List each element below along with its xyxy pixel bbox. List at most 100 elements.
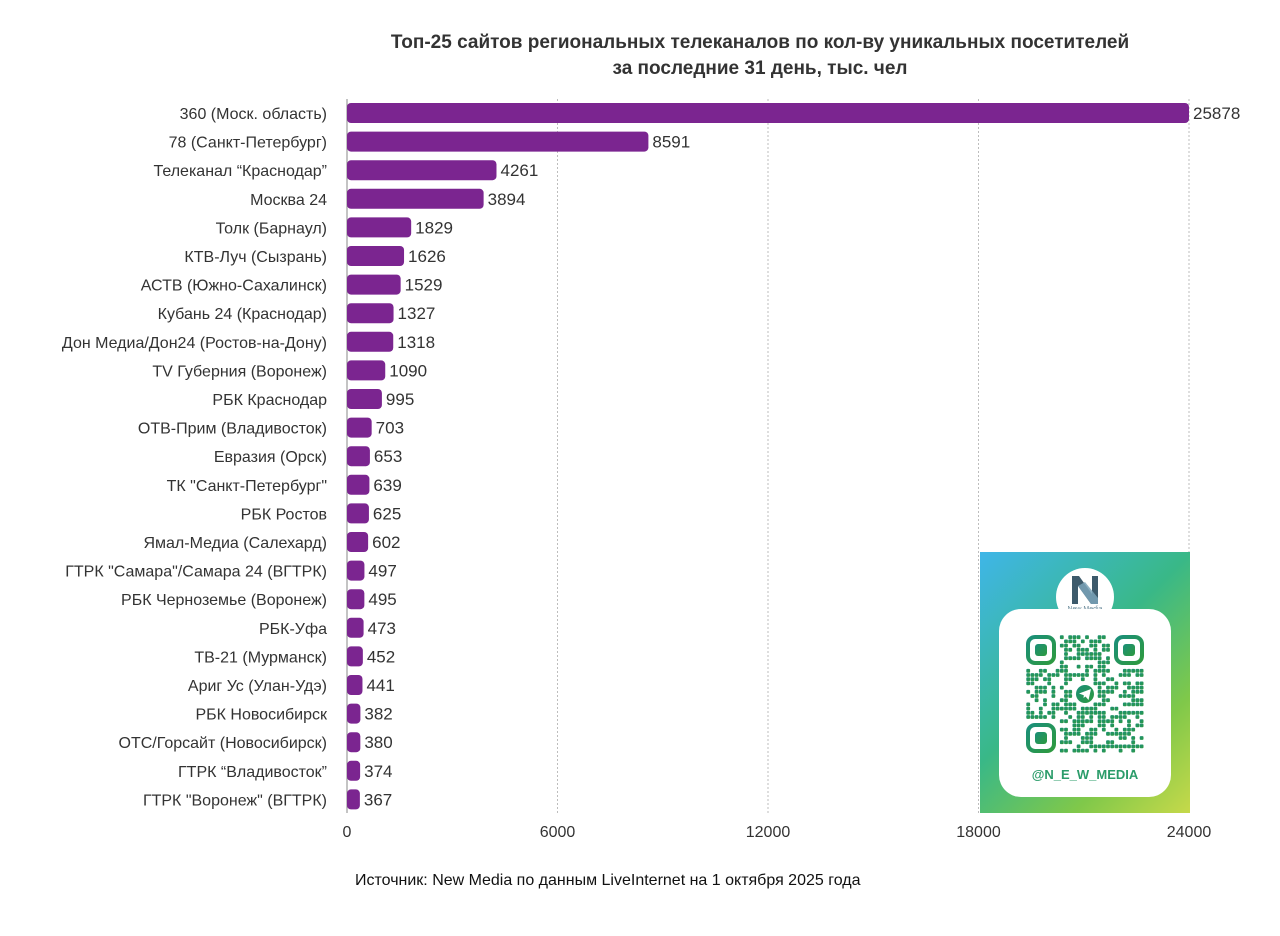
qr-module: [1064, 689, 1068, 694]
qr-module: [1101, 673, 1106, 677]
qr-module: [1114, 681, 1119, 686]
qr-module: [1030, 694, 1035, 698]
value-label: 4261: [500, 161, 538, 180]
qr-module: [1139, 710, 1144, 715]
qr-module: [1059, 706, 1064, 711]
value-label: 367: [364, 790, 392, 809]
qr-module: [1085, 710, 1089, 715]
category-labels: 360 (Моск. область) 78 (Санкт-Петербург) Т…: [62, 106, 328, 809]
qr-module: [1068, 715, 1073, 719]
bar: [347, 360, 386, 381]
chart-title-line-2: за последние 31 день, тыс. чел: [612, 58, 908, 79]
chart-title-line-1: Топ-25 сайтов региональных телеканалов п…: [390, 32, 1130, 53]
qr-module: [1101, 635, 1106, 640]
qr-module: [1076, 656, 1081, 661]
qr-module: [1085, 635, 1089, 640]
qr-module: [1034, 698, 1039, 703]
value-label: 473: [368, 619, 396, 638]
qr-module: [1139, 698, 1144, 703]
qr-module: [1097, 656, 1102, 661]
qr-module: [1114, 706, 1119, 711]
qr-module: [1030, 710, 1035, 715]
qr-module: [1076, 647, 1081, 652]
qr-module: [1122, 727, 1127, 732]
bar: [347, 389, 382, 409]
qr-module: [1043, 702, 1047, 707]
qr-module: [1122, 710, 1127, 715]
qr-card[interactable]: @N_E_W_MEDIA: [999, 609, 1171, 797]
qr-module: [1122, 702, 1127, 707]
qr-module: [1051, 715, 1056, 719]
qr-module: [1118, 748, 1123, 753]
qr-module: [1055, 673, 1060, 677]
qr-module: [1026, 668, 1031, 673]
qr-module: [1051, 710, 1056, 715]
qr-module: [1101, 643, 1106, 648]
qr-module: [1047, 677, 1052, 682]
qr-module: [1043, 689, 1047, 694]
qr-module: [1068, 656, 1073, 661]
qr-module: [1093, 652, 1098, 656]
qr-module: [1106, 740, 1110, 745]
qr-module: [1055, 668, 1060, 673]
promo-qr-panel[interactable]: New Media: [980, 552, 1190, 813]
qr-module: [1131, 698, 1136, 703]
qr-module: [1080, 677, 1085, 682]
qr-module: [1034, 715, 1039, 719]
qr-module: [1038, 685, 1043, 690]
bar-chart: 360 (Моск. область) 78 (Санкт-Петербург) Т…: [62, 99, 1240, 841]
category-label: ГТРК "Воронеж" (ВГТРК): [143, 792, 327, 809]
qr-module: [1064, 656, 1068, 661]
qr-module: [1106, 689, 1110, 694]
qr-module: [1068, 673, 1073, 677]
qr-module: [1068, 694, 1073, 698]
qr-module: [1110, 744, 1115, 749]
qr-module: [1072, 706, 1077, 711]
qr-module: [1139, 723, 1144, 728]
value-label: 639: [373, 476, 401, 495]
qr-module: [1085, 673, 1089, 677]
qr-code[interactable]: [1026, 635, 1144, 753]
qr-module: [1064, 681, 1068, 686]
qr-module: [1030, 681, 1035, 686]
category-label: КТВ-Луч (Сызрань): [184, 249, 327, 266]
qr-module: [1139, 681, 1144, 686]
qr-module: [1051, 673, 1056, 677]
qr-module: [1101, 727, 1106, 732]
qr-module: [1097, 715, 1102, 719]
qr-module: [1093, 727, 1098, 732]
qr-module: [1097, 639, 1102, 644]
qr-module: [1072, 723, 1077, 728]
qr-module: [1068, 740, 1073, 745]
value-label: 1090: [389, 361, 427, 380]
qr-module: [1101, 748, 1106, 753]
qr-module: [1059, 719, 1064, 724]
value-label: 382: [364, 705, 392, 724]
qr-module: [1059, 664, 1064, 669]
qr-module: [1047, 673, 1052, 677]
qr-module: [1026, 710, 1031, 715]
qr-module: [1030, 673, 1035, 677]
qr-module: [1080, 639, 1085, 644]
qr-module: [1085, 652, 1089, 656]
category-label: ОТВ-Прим (Владивосток): [138, 421, 327, 438]
bar: [347, 217, 412, 238]
qr-module: [1101, 668, 1106, 673]
value-label: 1327: [398, 304, 436, 323]
qr-module: [1043, 685, 1047, 690]
qr-module: [1038, 668, 1043, 673]
category-label: РБК Краснодар: [212, 392, 327, 409]
qr-module: [1097, 668, 1102, 673]
qr-module: [1072, 656, 1077, 661]
qr-module: [1076, 635, 1081, 640]
category-label: ГТРК “Владивосток”: [178, 764, 327, 781]
qr-module: [1101, 694, 1106, 698]
qr-module: [1034, 685, 1039, 690]
value-label: 3894: [488, 190, 526, 209]
qr-module: [1127, 719, 1131, 724]
qr-module: [1101, 647, 1106, 652]
qr-module: [1106, 656, 1110, 661]
qr-module: [1093, 668, 1098, 673]
qr-module: [1101, 664, 1106, 669]
x-axis-ticks: 0 6000 12000 18000 24000: [343, 824, 1212, 841]
